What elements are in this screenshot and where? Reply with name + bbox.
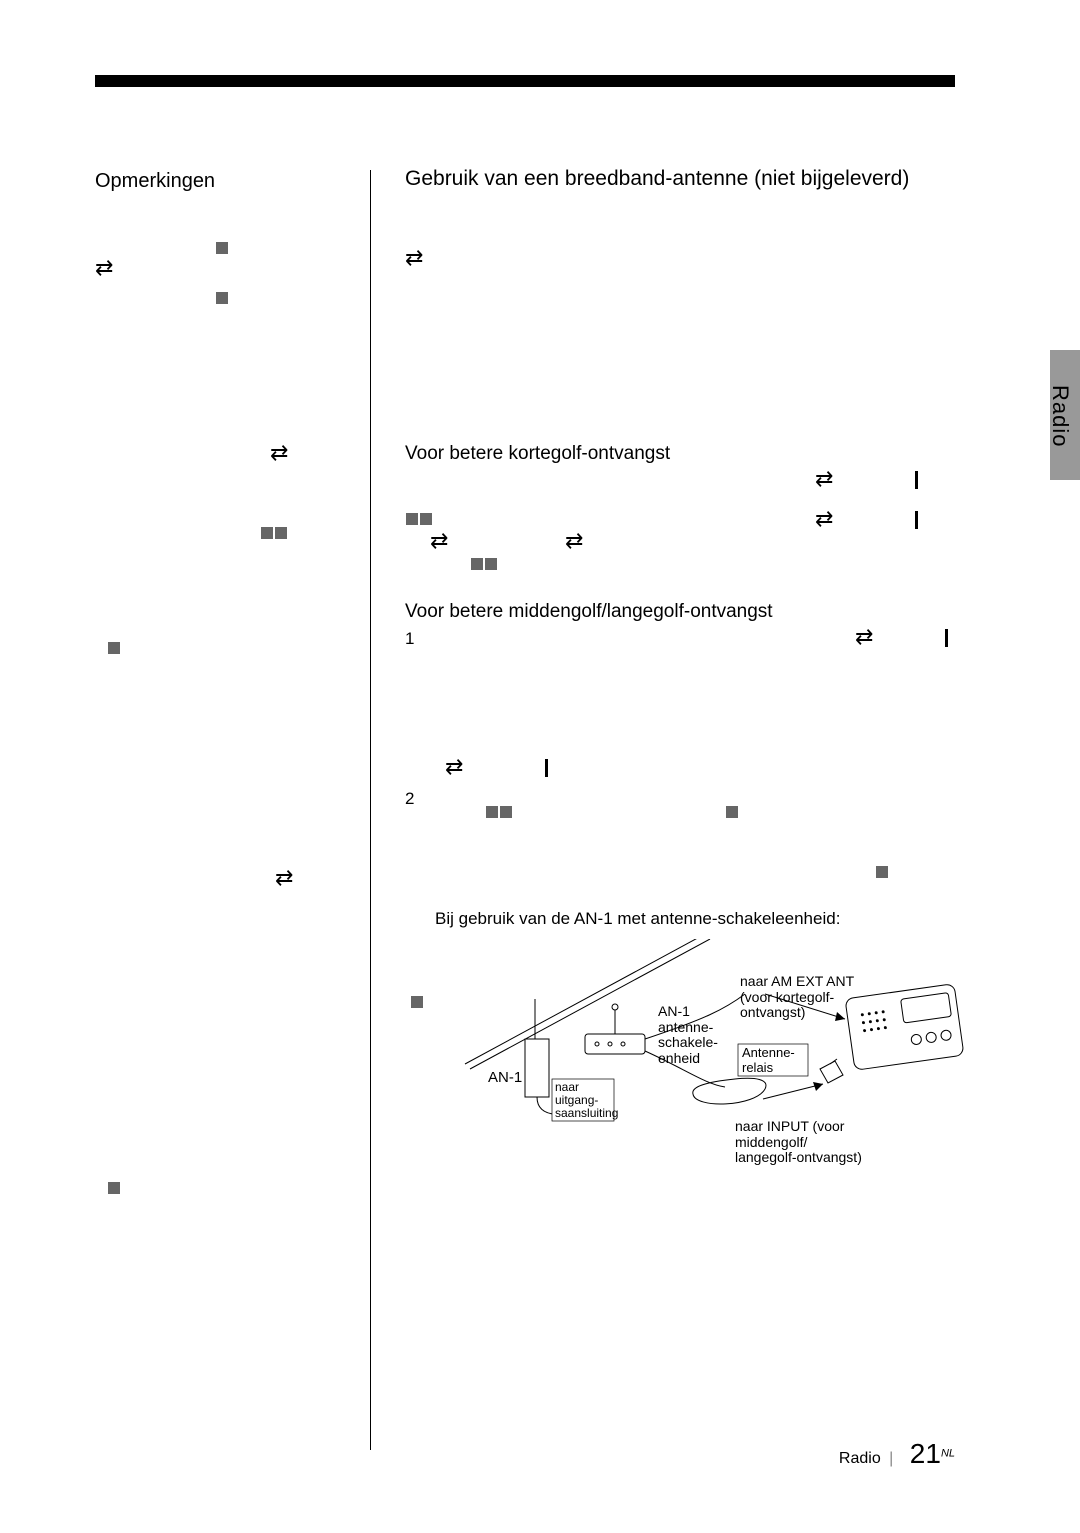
arrows-icon <box>445 759 463 777</box>
label-an1: AN-1 <box>488 1069 522 1086</box>
square-icon <box>725 804 739 822</box>
heading-shortwave: Voor betere kortegolf-ontvangst <box>405 443 965 465</box>
square-icon <box>215 290 229 308</box>
mwlw-block: 1 2 <box>405 629 965 879</box>
page: Radio Opmerkingen Gebruik van een breedb… <box>95 50 995 1480</box>
bar-icon <box>915 511 918 531</box>
square-icon <box>410 994 424 1012</box>
page-footer: Radio | 21NL <box>839 1438 955 1470</box>
label-relay: Antenne- relais <box>742 1046 795 1075</box>
square-icon <box>215 240 229 258</box>
label-output: naar uitgang- saansluiting <box>555 1081 618 1119</box>
right-column: Gebruik van een breedband-antenne (niet … <box>405 165 965 1179</box>
bar-icon <box>945 629 948 649</box>
top-rule <box>95 75 955 87</box>
shortwave-block <box>405 471 965 571</box>
arrows-icon <box>270 445 288 463</box>
square-icon <box>107 640 121 658</box>
step-1: 1 <box>405 629 965 649</box>
diagram-title: Bij gebruik van de AN-1 met antenne-scha… <box>435 909 965 929</box>
page-number: 21 <box>910 1438 941 1469</box>
label-ext-ant: naar AM EXT ANT (voor kortegolf- ontvang… <box>740 974 854 1020</box>
column-divider <box>370 170 371 1450</box>
heading-broadband: Gebruik van een breedband-antenne (niet … <box>405 165 965 193</box>
arrows-icon <box>855 629 873 647</box>
arrows-icon <box>430 533 448 551</box>
square-icon <box>470 556 498 574</box>
square-icon <box>107 1180 121 1198</box>
arrows-icon <box>815 511 833 529</box>
arrows-icon <box>565 533 583 551</box>
footer-section: Radio <box>839 1450 881 1467</box>
footer-sep: | <box>889 1450 893 1467</box>
arrows-icon <box>275 870 293 888</box>
bar-icon <box>545 759 548 779</box>
antenna-diagram: AN-1 AN-1 antenne- schakele- enheid naar… <box>405 939 965 1179</box>
square-icon <box>485 804 513 822</box>
page-lang: NL <box>941 1448 955 1460</box>
arrows-icon <box>95 260 113 278</box>
arrows-icon <box>815 471 833 489</box>
section-tab-label: Radio <box>1047 385 1073 447</box>
opmerkingen-heading: Opmerkingen <box>95 170 355 193</box>
label-controller: AN-1 antenne- schakele- enheid <box>658 1004 718 1066</box>
label-input: naar INPUT (voor middengolf/ langegolf-o… <box>735 1119 862 1165</box>
heading-mwlw: Voor betere middengolf/langegolf-ontvang… <box>405 601 965 623</box>
bar-icon <box>915 471 918 491</box>
arrows-icon <box>405 250 423 268</box>
square-icon <box>875 864 889 882</box>
square-icon <box>260 525 288 543</box>
square-icon <box>405 511 433 529</box>
left-column: Opmerkingen <box>95 170 355 233</box>
